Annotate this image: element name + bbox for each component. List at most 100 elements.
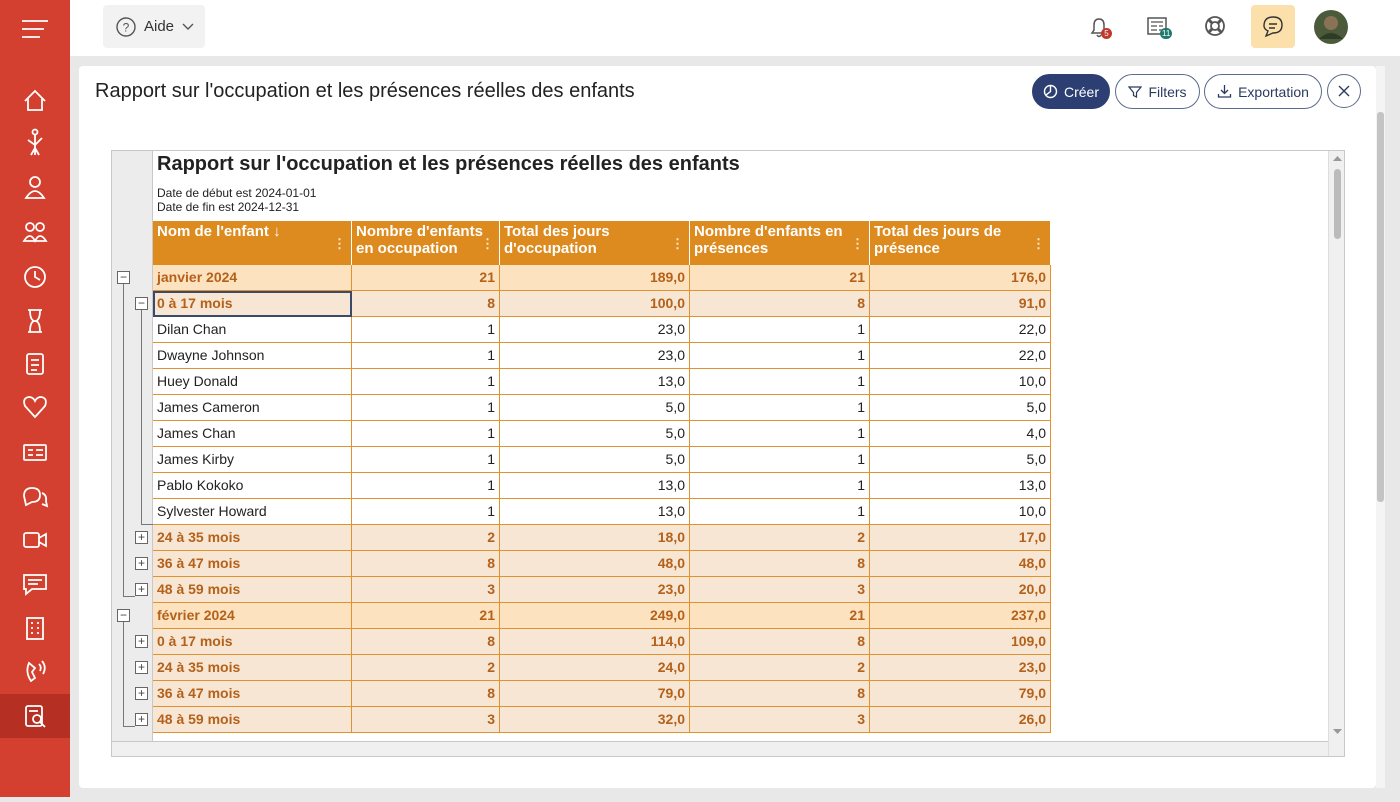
column-header[interactable]: Nom de l'enfant ↓ ⋮ bbox=[153, 221, 352, 265]
row-label: James Kirby bbox=[153, 447, 352, 473]
cell-value: 1 bbox=[352, 317, 500, 343]
staff-icon-body bbox=[24, 190, 46, 199]
tree-toggle[interactable]: + bbox=[135, 661, 148, 674]
report-title: Rapport sur l'occupation et les présence… bbox=[157, 153, 740, 175]
cell-value: 1 bbox=[690, 447, 870, 473]
cell-value: 1 bbox=[352, 369, 500, 395]
notification-icon[interactable] bbox=[1087, 14, 1113, 42]
chat-button[interactable] bbox=[1251, 5, 1295, 48]
cell-value: 21 bbox=[690, 603, 870, 629]
page-title: Rapport sur l'occupation et les présence… bbox=[95, 80, 635, 102]
clock-icon[interactable] bbox=[24, 266, 46, 288]
cell-value: 5,0 bbox=[870, 395, 1051, 421]
cell-value: 1 bbox=[352, 473, 500, 499]
column-header[interactable]: Total des jours de présence ⋮ bbox=[870, 221, 1051, 265]
cell-value: 5,0 bbox=[870, 447, 1051, 473]
cell-value: 8 bbox=[352, 629, 500, 655]
column-header[interactable]: Total des jours d'occupation ⋮ bbox=[500, 221, 690, 265]
health-icon[interactable] bbox=[23, 396, 47, 419]
svg-text:?: ? bbox=[123, 20, 130, 34]
help-label: Aide bbox=[144, 18, 175, 35]
column-menu[interactable]: ⋮ bbox=[333, 236, 346, 251]
column-header[interactable]: Nombre d'enfants en présences ⋮ bbox=[690, 221, 870, 265]
cell-value: 23,0 bbox=[500, 577, 690, 603]
checklist-icon[interactable] bbox=[26, 353, 44, 375]
tree-toggle[interactable]: − bbox=[117, 609, 130, 622]
column-menu[interactable]: ⋮ bbox=[481, 236, 494, 251]
cell-value: 8 bbox=[690, 681, 870, 707]
filters-icon bbox=[1128, 85, 1143, 98]
report-icon-lines bbox=[29, 710, 46, 728]
video-icon[interactable] bbox=[23, 532, 40, 548]
export-button[interactable]: Exportation bbox=[1204, 74, 1322, 109]
cell-value: 22,0 bbox=[870, 343, 1051, 369]
cell-value: 189,0 bbox=[500, 265, 690, 291]
cell-value: 114,0 bbox=[500, 629, 690, 655]
page-scrollbar[interactable] bbox=[1376, 66, 1385, 788]
cell-value: 8 bbox=[352, 681, 500, 707]
horizontal-scrollbar[interactable] bbox=[112, 741, 1328, 756]
cell-value: 21 bbox=[690, 265, 870, 291]
home-icon[interactable] bbox=[24, 89, 46, 111]
export-icon bbox=[1217, 85, 1232, 98]
report-icon[interactable] bbox=[25, 705, 43, 727]
phone-icon[interactable] bbox=[26, 660, 46, 683]
menu-toggle[interactable] bbox=[22, 20, 48, 38]
tree-toggle[interactable]: + bbox=[135, 531, 148, 544]
column-menu[interactable]: ⋮ bbox=[851, 236, 864, 251]
hourglass-icon[interactable] bbox=[28, 309, 42, 333]
cell-value: 17,0 bbox=[870, 525, 1051, 551]
sidebar-icons bbox=[0, 20, 70, 738]
staff-icon[interactable] bbox=[29, 176, 41, 188]
row-label: février 2024 bbox=[153, 603, 352, 629]
tree-toggle[interactable]: + bbox=[135, 635, 148, 648]
building-icon[interactable] bbox=[26, 617, 44, 640]
sidebar bbox=[0, 0, 70, 797]
row-label: 0 à 17 mois bbox=[153, 629, 352, 655]
cell-value: 23,0 bbox=[500, 317, 690, 343]
close-button[interactable] bbox=[1327, 74, 1361, 108]
child-icon-head bbox=[31, 128, 39, 136]
group-icon[interactable] bbox=[25, 222, 35, 232]
child-icon[interactable] bbox=[27, 135, 43, 156]
cell-value: 26,0 bbox=[870, 707, 1051, 733]
row-label: 36 à 47 mois bbox=[153, 681, 352, 707]
filters-label: Filters bbox=[1148, 83, 1187, 100]
row-label: 48 à 59 mois bbox=[153, 707, 352, 733]
column-menu[interactable]: ⋮ bbox=[1032, 236, 1045, 251]
row-label: Sylvester Howard bbox=[153, 499, 352, 525]
cell-value: 176,0 bbox=[870, 265, 1051, 291]
create-button[interactable]: Créer bbox=[1032, 74, 1110, 109]
cell-value: 1 bbox=[690, 369, 870, 395]
news-icon[interactable] bbox=[1146, 15, 1172, 39]
tree-toggle[interactable]: + bbox=[135, 583, 148, 596]
cell-value: 48,0 bbox=[500, 551, 690, 577]
vertical-scrollbar[interactable] bbox=[1328, 151, 1344, 756]
cell-value: 3 bbox=[352, 577, 500, 603]
support-icon[interactable] bbox=[1204, 15, 1228, 39]
tree-toggle[interactable]: + bbox=[135, 557, 148, 570]
filters-button[interactable]: Filters bbox=[1115, 74, 1200, 109]
tree-toggle[interactable]: − bbox=[135, 297, 148, 310]
id-card-icon[interactable] bbox=[23, 444, 47, 461]
avatar[interactable] bbox=[1313, 9, 1349, 45]
report-end: Date de fin est 2024-12-31 bbox=[157, 200, 300, 214]
cell-value: 100,0 bbox=[500, 291, 690, 317]
row-label: 24 à 35 mois bbox=[153, 525, 352, 551]
cell-value: 2 bbox=[690, 655, 870, 681]
column-header[interactable]: Nombre d'enfants en occupation ⋮ bbox=[352, 221, 500, 265]
chat-button-icon bbox=[1263, 16, 1283, 38]
help-button[interactable]: ? Aide bbox=[103, 5, 205, 48]
group-icon-b bbox=[35, 222, 45, 232]
cell-value: 3 bbox=[690, 577, 870, 603]
tree-toggle[interactable]: − bbox=[117, 271, 130, 284]
building-windows bbox=[31, 622, 39, 634]
chat-icon[interactable] bbox=[23, 487, 49, 508]
column-menu[interactable]: ⋮ bbox=[671, 236, 684, 251]
cell-value: 13,0 bbox=[500, 499, 690, 525]
message-icon[interactable] bbox=[23, 574, 47, 596]
cell-value: 1 bbox=[690, 395, 870, 421]
tree-toggle[interactable]: + bbox=[135, 713, 148, 726]
cell-value: 24,0 bbox=[500, 655, 690, 681]
tree-toggle[interactable]: + bbox=[135, 687, 148, 700]
